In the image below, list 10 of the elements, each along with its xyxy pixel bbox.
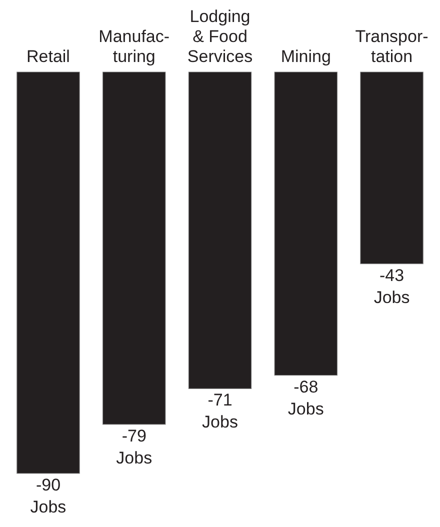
data-label: -68 Jobs	[288, 377, 324, 418]
data-label: -90 Jobs	[30, 475, 66, 516]
category-label: Lodging & Food Services	[187, 7, 253, 66]
category-label: Transpor- tation	[355, 27, 428, 66]
data-label: -79 Jobs	[116, 426, 152, 468]
data-label: -43 Jobs	[374, 266, 410, 307]
x-tick-label: Retail	[26, 47, 70, 66]
category-label: Manufac- turing	[98, 27, 170, 66]
data-label: -71 Jobs	[202, 390, 238, 432]
x-tick-label: Mining	[280, 47, 331, 66]
